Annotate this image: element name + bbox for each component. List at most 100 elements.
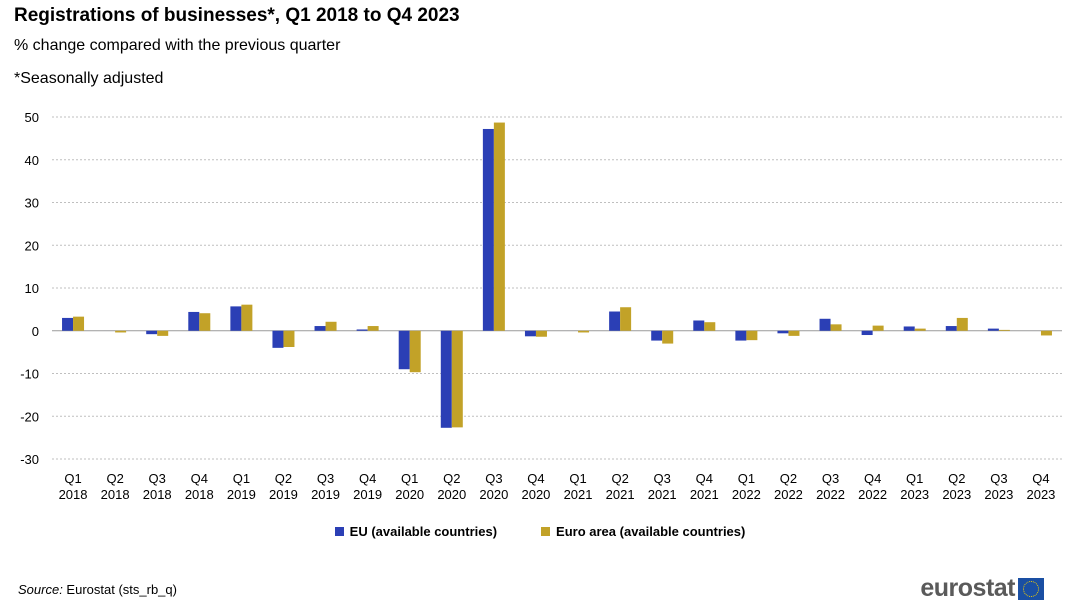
chart-note: *Seasonally adjusted [14, 70, 164, 87]
x-tick-label: Q2 [275, 471, 292, 486]
x-tick-label: Q4 [1032, 471, 1049, 486]
x-tick-label: 2019 [311, 487, 340, 502]
bar-eu [819, 318, 831, 331]
x-tick-label: Q3 [654, 471, 671, 486]
x-tick-label: Q2 [948, 471, 965, 486]
x-tick-label: Q3 [822, 471, 839, 486]
eu-flag-icon [1018, 577, 1044, 600]
bar-eu [651, 330, 663, 341]
chart-title: Registrations of businesses*, Q1 2018 to… [14, 5, 460, 26]
y-tick-label: 0 [32, 324, 39, 339]
y-tick-label: 10 [25, 281, 39, 296]
x-tick-label: Q3 [990, 471, 1007, 486]
x-tick-label: Q1 [64, 471, 81, 486]
x-tick-label: Q3 [317, 471, 334, 486]
x-tick-label: 2022 [816, 487, 845, 502]
bar-euro-area [199, 313, 211, 331]
bar-eu [693, 320, 705, 331]
bar-euro-area [451, 330, 463, 428]
x-tick-label: 2020 [395, 487, 424, 502]
legend: EU (available countries) Euro area (avai… [0, 524, 1080, 539]
x-tick-label: 2020 [479, 487, 508, 502]
bar-euro-area [620, 307, 632, 331]
bar-eu [146, 330, 158, 335]
bar-eu [987, 328, 999, 331]
x-tick-label: Q2 [443, 471, 460, 486]
x-tick-label: 2020 [521, 487, 550, 502]
x-tick-label: Q1 [906, 471, 923, 486]
bar-eu [945, 326, 957, 331]
bar-euro-area [956, 317, 968, 331]
x-tick-label: Q2 [611, 471, 628, 486]
legend-item-euro-area: Euro area (available countries) [541, 524, 745, 539]
x-tick-label: Q1 [233, 471, 250, 486]
legend-swatch-eu [334, 527, 344, 536]
y-tick-label: -20 [20, 409, 39, 424]
x-tick-label: Q3 [485, 471, 502, 486]
x-tick-label: Q1 [738, 471, 755, 486]
x-tick-label: 2023 [900, 487, 929, 502]
source-label: Source: [18, 582, 63, 597]
y-tick-label: 30 [25, 196, 39, 211]
bar-euro-area [325, 321, 337, 331]
bar-eu [356, 329, 368, 331]
bar-euro-area [872, 325, 884, 331]
bar-euro-area [662, 330, 674, 344]
x-tick-label: 2020 [437, 487, 466, 502]
source-text: Eurostat (sts_rb_q) [62, 582, 177, 597]
x-tick-label: 2021 [606, 487, 635, 502]
x-tick-label: Q4 [864, 471, 881, 486]
bar-euro-area [157, 330, 169, 336]
y-tick-label: -30 [20, 452, 39, 467]
bar-euro-area [914, 328, 926, 331]
bar-eu [314, 326, 326, 331]
bar-euro-area [241, 304, 253, 331]
bar-eu [735, 330, 747, 341]
y-tick-label: 40 [25, 153, 39, 168]
legend-item-eu: EU (available countries) [334, 524, 498, 539]
bar-euro-area [830, 324, 842, 331]
bar-euro-area [535, 330, 547, 337]
logo-text: eurostat [920, 574, 1015, 602]
x-tick-label: 2023 [984, 487, 1013, 502]
x-tick-label: Q4 [527, 471, 544, 486]
bar-euro-area [73, 316, 85, 331]
x-tick-label: Q1 [569, 471, 586, 486]
bar-euro-area [746, 330, 758, 341]
bar-euro-area [115, 330, 127, 333]
x-tick-label: 2022 [858, 487, 887, 502]
x-tick-label: 2021 [648, 487, 677, 502]
x-tick-label: 2019 [269, 487, 298, 502]
x-tick-label: Q3 [149, 471, 166, 486]
x-tick-label: 2019 [353, 487, 382, 502]
x-tick-label: Q1 [401, 471, 418, 486]
bar-euro-area [367, 326, 379, 331]
y-tick-label: -10 [20, 367, 39, 382]
x-tick-label: Q4 [359, 471, 376, 486]
bar-eu [524, 330, 536, 337]
bar-euro-area [1040, 330, 1052, 336]
chart-subtitle: % change compared with the previous quar… [14, 37, 341, 54]
bar-eu [230, 306, 242, 331]
legend-swatch-euro-area [541, 527, 551, 536]
x-tick-label: 2018 [101, 487, 130, 502]
bar-eu [440, 330, 452, 428]
source-note: Source: Eurostat (sts_rb_q) [18, 582, 177, 597]
x-tick-label: Q4 [696, 471, 713, 486]
legend-label-euro-area: Euro area (available countries) [556, 524, 746, 539]
x-tick-label: 2022 [774, 487, 803, 502]
bar-eu [482, 128, 494, 331]
bar-eu [861, 330, 873, 336]
bar-euro-area [493, 122, 505, 331]
legend-label-eu: EU (available countries) [349, 524, 498, 539]
x-tick-label: 2018 [185, 487, 214, 502]
bar-eu [272, 330, 284, 348]
bar-eu [609, 311, 621, 331]
x-tick-label: 2021 [564, 487, 593, 502]
bar-chart: 50403020100-10-20-30Q12018Q22018Q32018Q4… [20, 110, 1062, 502]
x-tick-label: 2021 [690, 487, 719, 502]
bar-eu [188, 311, 200, 331]
x-tick-label: 2019 [227, 487, 256, 502]
bar-euro-area [788, 330, 800, 336]
bar-euro-area [704, 322, 716, 331]
